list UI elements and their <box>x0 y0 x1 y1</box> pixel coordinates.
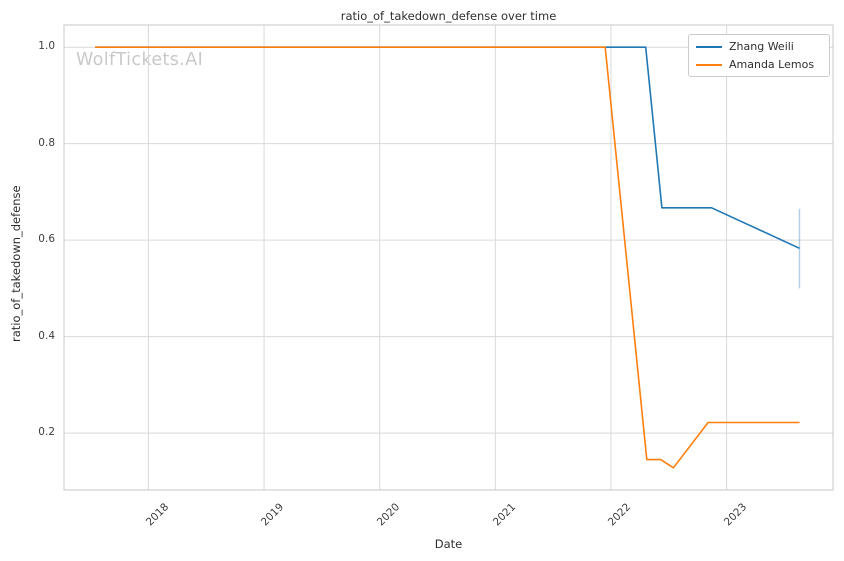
watermark: WolfTickets.AI <box>76 50 204 70</box>
legend-label: Amanda Lemos <box>729 58 815 71</box>
legend: Zhang Weili Amanda Lemos <box>688 34 830 77</box>
legend-line-swatch-blue <box>696 45 722 48</box>
y-tick-label: 0.8 <box>38 136 55 149</box>
legend-item-zhang-weili: Zhang Weili <box>696 40 821 53</box>
y-tick-label: 0.6 <box>38 233 55 246</box>
legend-item-amanda-lemos: Amanda Lemos <box>696 58 821 71</box>
y-tick-label: 0.4 <box>38 329 55 342</box>
series-line-1 <box>95 46 800 469</box>
y-tick-label: 0.2 <box>38 426 55 439</box>
chart-title: ratio_of_takedown_defense over time <box>340 9 557 23</box>
legend-line-swatch-orange <box>696 63 722 66</box>
legend-label: Zhang Weili <box>729 40 794 53</box>
plot-border <box>63 24 834 491</box>
series-line-0 <box>95 46 800 250</box>
x-axis-label: Date <box>434 537 463 551</box>
y-axis-label: ratio_of_takedown_defense <box>9 185 23 342</box>
y-tick-label: 1.0 <box>38 40 55 53</box>
